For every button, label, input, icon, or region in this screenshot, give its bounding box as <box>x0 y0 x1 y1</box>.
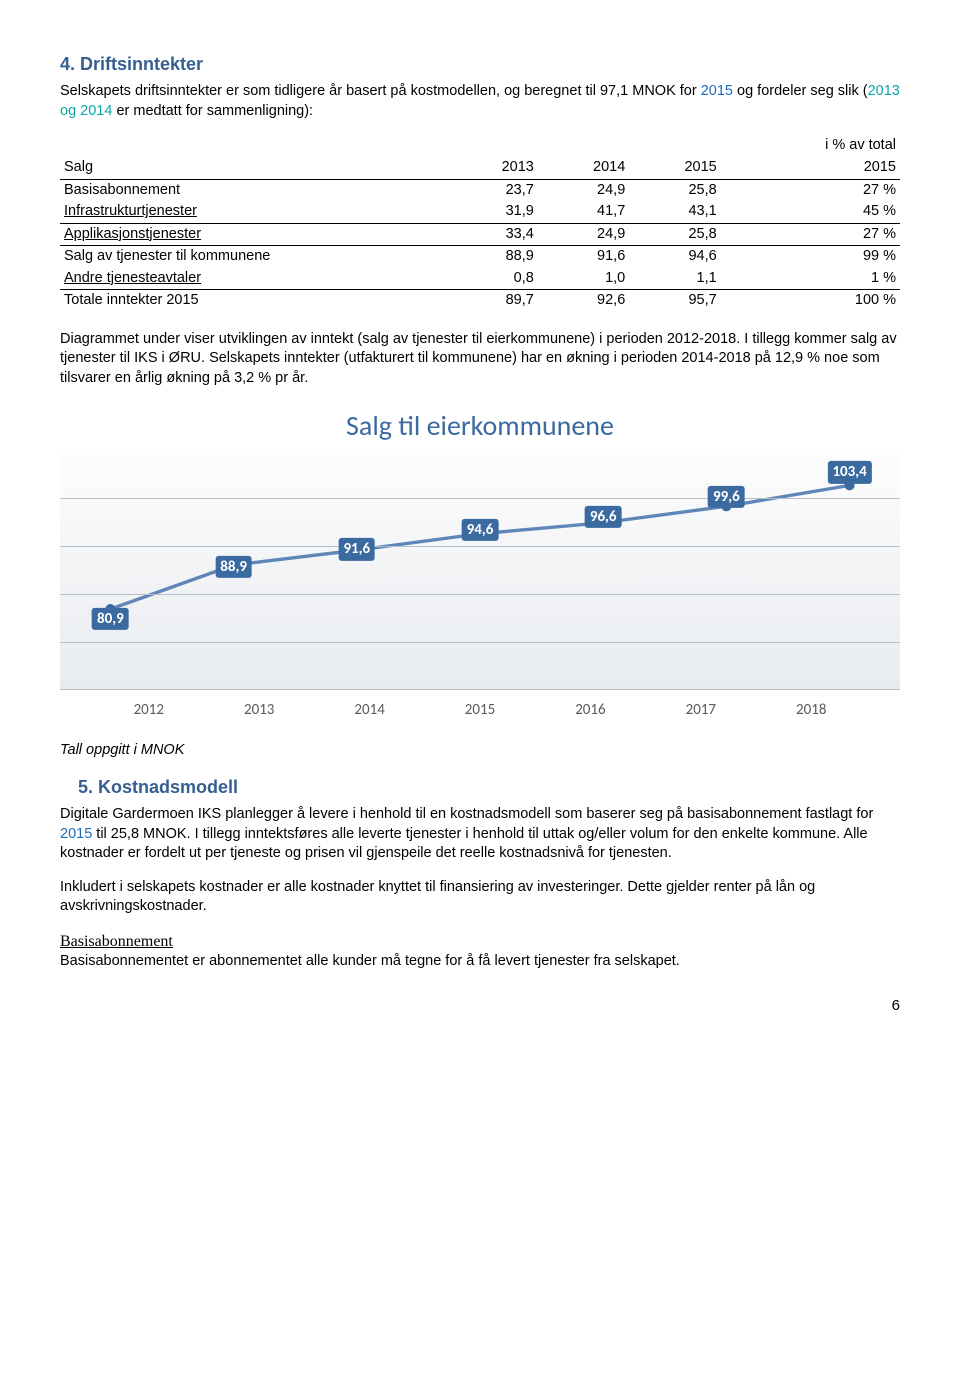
cell: 1,0 <box>538 268 629 290</box>
cell: 23,7 <box>446 179 537 201</box>
chart-x-label: 2014 <box>314 700 424 720</box>
header-extra: i % av total <box>721 135 900 157</box>
cell: 100 % <box>721 290 900 312</box>
table-row: Infrastrukturtjenester31,941,743,145 % <box>60 201 900 223</box>
cell: 24,9 <box>538 223 629 246</box>
section5-para2: Inkludert i selskapets kostnader er alle… <box>60 878 900 917</box>
p1-year: 2015 <box>701 83 733 99</box>
section5-heading: 5. Kostnadsmodell <box>78 775 900 799</box>
chart-x-label: 2018 <box>756 700 866 720</box>
p1-a: Selskapets driftsinntekter er som tidlig… <box>60 83 701 99</box>
section4-para2: Diagrammet under viser utviklingen av in… <box>60 330 900 389</box>
cell: 1 % <box>721 268 900 290</box>
p1-b: og fordeler seg slik ( <box>733 83 868 99</box>
s5p1a: Digitale Gardermoen IKS planlegger å lev… <box>60 806 873 822</box>
table-row: Totale inntekter 201589,792,695,7100 % <box>60 290 900 312</box>
chart-x-label: 2016 <box>535 700 645 720</box>
cell: 89,7 <box>446 290 537 312</box>
section5-para3: Basisabonnementet er abonnementet alle k… <box>60 953 680 969</box>
sales-chart: Salg til eierkommunene 80,9 88,9 91,6 94,6 9… <box>60 407 900 721</box>
cell: 1,1 <box>629 268 720 290</box>
chart-gridline <box>60 594 900 595</box>
chart-plot-area: 80,9 88,9 91,6 94,6 96,6 99,6 103,4 <box>60 450 900 690</box>
cell: 43,1 <box>629 201 720 223</box>
cell: 27 % <box>721 179 900 201</box>
col0: Salg <box>60 157 446 179</box>
cell: 92,6 <box>538 290 629 312</box>
s5p1b: til 25,8 MNOK. I tillegg inntektsføres a… <box>60 826 868 862</box>
col4: 2015 <box>721 157 900 179</box>
section5-sub: Basisabonnement Basisabonnementet er abo… <box>60 931 900 972</box>
cell: 99 % <box>721 246 900 268</box>
chart-x-label: 2013 <box>204 700 314 720</box>
chart-x-label: 2017 <box>646 700 756 720</box>
cell: 88,9 <box>446 246 537 268</box>
section5-para1: Digitale Gardermoen IKS planlegger å lev… <box>60 805 900 864</box>
col2: 2014 <box>538 157 629 179</box>
row-label: Basisabonnement <box>60 179 446 201</box>
table-row: Andre tjenesteavtaler0,81,01,11 % <box>60 268 900 290</box>
col1: 2013 <box>446 157 537 179</box>
table-superheader: i % av total <box>60 135 900 157</box>
row-label: Applikasjonstjenester <box>60 223 446 246</box>
cell: 45 % <box>721 201 900 223</box>
table-row: Basisabonnement23,724,925,827 % <box>60 179 900 201</box>
cell: 27 % <box>721 223 900 246</box>
table-row: Applikasjonstjenester33,424,925,827 % <box>60 223 900 246</box>
s5p1-year: 2015 <box>60 826 92 842</box>
sub-label: Basisabonnement <box>60 933 173 950</box>
chart-point-label: 91,6 <box>338 538 375 560</box>
p1-c: er medtatt for sammenligning): <box>112 103 313 119</box>
chart-line-svg <box>60 450 900 652</box>
chart-point-label: 96,6 <box>585 506 622 528</box>
chart-point-label: 99,6 <box>708 486 745 508</box>
chart-point-label: 103,4 <box>827 461 871 483</box>
chart-caption: Tall oppgitt i MNOK <box>60 741 900 761</box>
chart-gridline <box>60 642 900 643</box>
cell: 25,8 <box>629 223 720 246</box>
cell: 33,4 <box>446 223 537 246</box>
row-label: Totale inntekter 2015 <box>60 290 446 312</box>
table-row: Salg av tjenester til kommunene88,991,69… <box>60 246 900 268</box>
row-label: Andre tjenesteavtaler <box>60 268 446 290</box>
chart-x-label: 2012 <box>94 700 204 720</box>
cell: 95,7 <box>629 290 720 312</box>
chart-point-label: 88,9 <box>215 556 252 578</box>
table-header-row: Salg 2013 2014 2015 2015 <box>60 157 900 179</box>
revenue-table: i % av total Salg 2013 2014 2015 2015 Ba… <box>60 135 900 312</box>
chart-title: Salg til eierkommunene <box>60 407 900 445</box>
chart-gridline <box>60 498 900 499</box>
chart-x-axis: 2012201320142015201620172018 <box>60 690 900 720</box>
cell: 25,8 <box>629 179 720 201</box>
chart-point-label: 80,9 <box>92 608 129 630</box>
chart-x-label: 2015 <box>425 700 535 720</box>
row-label: Salg av tjenester til kommunene <box>60 246 446 268</box>
cell: 41,7 <box>538 201 629 223</box>
chart-gridline <box>60 546 900 547</box>
cell: 91,6 <box>538 246 629 268</box>
cell: 0,8 <box>446 268 537 290</box>
cell: 24,9 <box>538 179 629 201</box>
page-number: 6 <box>60 996 900 1016</box>
cell: 94,6 <box>629 246 720 268</box>
row-label: Infrastrukturtjenester <box>60 201 446 223</box>
cell: 31,9 <box>446 201 537 223</box>
chart-point-label: 94,6 <box>462 519 499 541</box>
section4-heading: 4. Driftsinntekter <box>60 52 900 76</box>
col3: 2015 <box>629 157 720 179</box>
section4-para1: Selskapets driftsinntekter er som tidlig… <box>60 82 900 121</box>
